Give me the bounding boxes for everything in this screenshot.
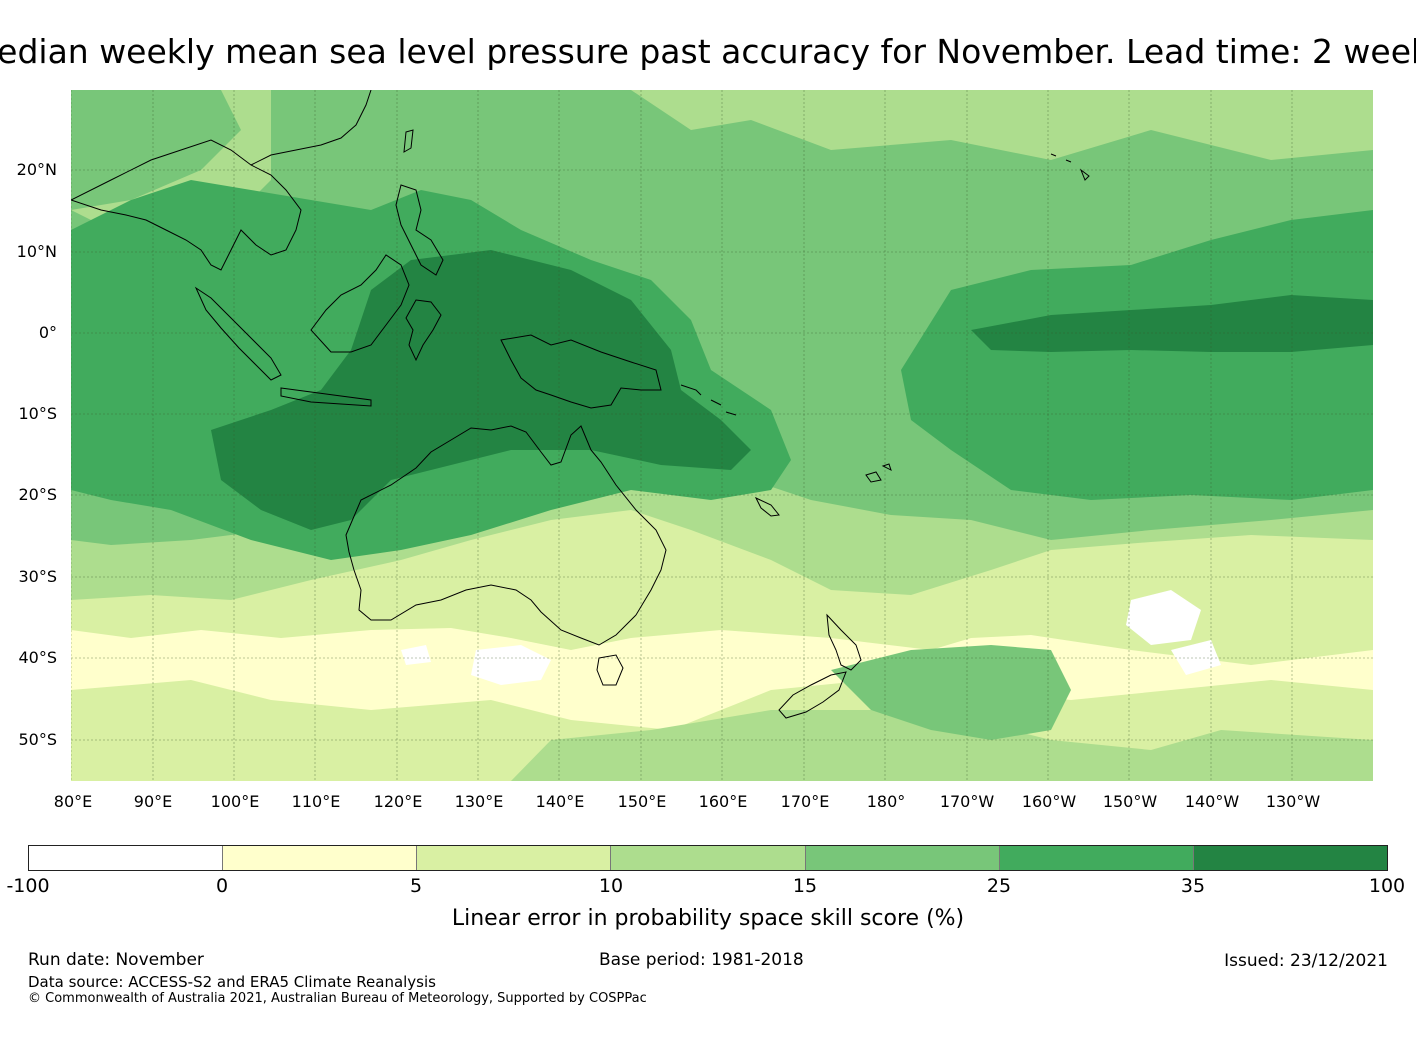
- lon-label: 150°W: [1102, 792, 1158, 811]
- map-area: [71, 90, 1373, 781]
- indochina-coastline: [71, 139, 302, 271]
- lon-label: 170°W: [939, 792, 995, 811]
- lat-label: 20°S: [18, 485, 57, 504]
- shade-25-35-east: [901, 210, 1373, 500]
- colorbar-label: Linear error in probability space skill …: [451, 906, 965, 931]
- colorbar-tick: 15: [792, 875, 818, 897]
- lon-label: 120°E: [373, 792, 423, 811]
- copyright: © Commonwealth of Australia 2021, Austra…: [28, 991, 647, 1006]
- colorbar-segment: [999, 846, 1194, 870]
- tasmania-coastline: [596, 654, 624, 686]
- lon-label: 80°E: [53, 792, 93, 811]
- lon-label: 100°E: [210, 792, 260, 811]
- lat-label: 50°S: [18, 730, 57, 749]
- colorbar-segment: [223, 846, 418, 870]
- lon-label: 170°E: [780, 792, 830, 811]
- lon-label: 160°E: [698, 792, 748, 811]
- lat-label: 10°N: [16, 242, 57, 261]
- skill-shading: [71, 90, 1373, 781]
- colorbar-tick: 25: [986, 875, 1012, 897]
- colorbar-segment: [611, 846, 806, 870]
- colorbar-tick: 0: [215, 875, 229, 897]
- lon-label: 130°W: [1265, 792, 1321, 811]
- shade-negative: [401, 590, 1221, 685]
- colorbar-tick: 5: [409, 875, 423, 897]
- gridlines: [71, 90, 1373, 781]
- map-title: Median weekly mean sea level pressure pa…: [0, 32, 1416, 71]
- china-coastline: [250, 90, 372, 166]
- shade-35-100: [211, 250, 751, 530]
- new-guinea-coastline: [500, 334, 662, 409]
- shade-15-25: [71, 90, 241, 210]
- lat-label: 40°S: [18, 648, 57, 667]
- lon-label: 140°W: [1184, 792, 1240, 811]
- colorbar: [28, 845, 1388, 871]
- nz-south-island: [778, 671, 847, 719]
- borneo-coastline: [310, 254, 410, 353]
- fiji-coastline: [865, 463, 892, 483]
- data-source: Data source: ACCESS-S2 and ERA5 Climate …: [28, 973, 436, 991]
- colorbar-segment: [1193, 846, 1387, 870]
- shade-15-25-nz: [831, 645, 1071, 740]
- sulawesi-coastline: [405, 299, 442, 362]
- lat-label: 30°S: [18, 567, 57, 586]
- lat-label: 0°: [38, 323, 57, 342]
- colorbar-tick: 10: [598, 875, 624, 897]
- lon-label: 130°E: [454, 792, 504, 811]
- run-date: Run date: November: [28, 950, 204, 970]
- shade-35-100-east: [971, 295, 1373, 352]
- colorbar-tick: -100: [6, 875, 50, 897]
- shade-10-15-south: [511, 710, 1373, 781]
- lon-label: 110°E: [291, 792, 341, 811]
- hawaii-coastline: [1050, 153, 1090, 181]
- base-period: Base period: 1981-2018: [599, 950, 804, 970]
- new-caledonia-coastline: [754, 496, 780, 517]
- lon-label: 150°E: [617, 792, 667, 811]
- java-coastline: [280, 387, 372, 407]
- solomon-islands-coastline: [680, 384, 737, 416]
- taiwan-coastline: [403, 129, 414, 153]
- colorbar-segment: [29, 846, 224, 870]
- lon-label: 160°W: [1021, 792, 1077, 811]
- colorbar-segment: [417, 846, 612, 870]
- lon-label: 140°E: [535, 792, 585, 811]
- lon-label: 180°: [866, 792, 906, 811]
- lat-label: 20°N: [16, 160, 57, 179]
- nz-north-island: [826, 613, 862, 671]
- coastlines: [71, 90, 1090, 719]
- colorbar-segment: [805, 846, 1000, 870]
- australia-coastline: [345, 425, 667, 646]
- lat-label: 10°S: [18, 404, 57, 423]
- lon-label: 90°E: [133, 792, 173, 811]
- sumatra-coastline: [194, 286, 282, 381]
- issued-date: Issued: 23/12/2021: [1224, 951, 1388, 971]
- colorbar-tick: 35: [1180, 875, 1206, 897]
- philippines-coastline: [395, 184, 444, 276]
- colorbar-tick: 100: [1368, 875, 1406, 897]
